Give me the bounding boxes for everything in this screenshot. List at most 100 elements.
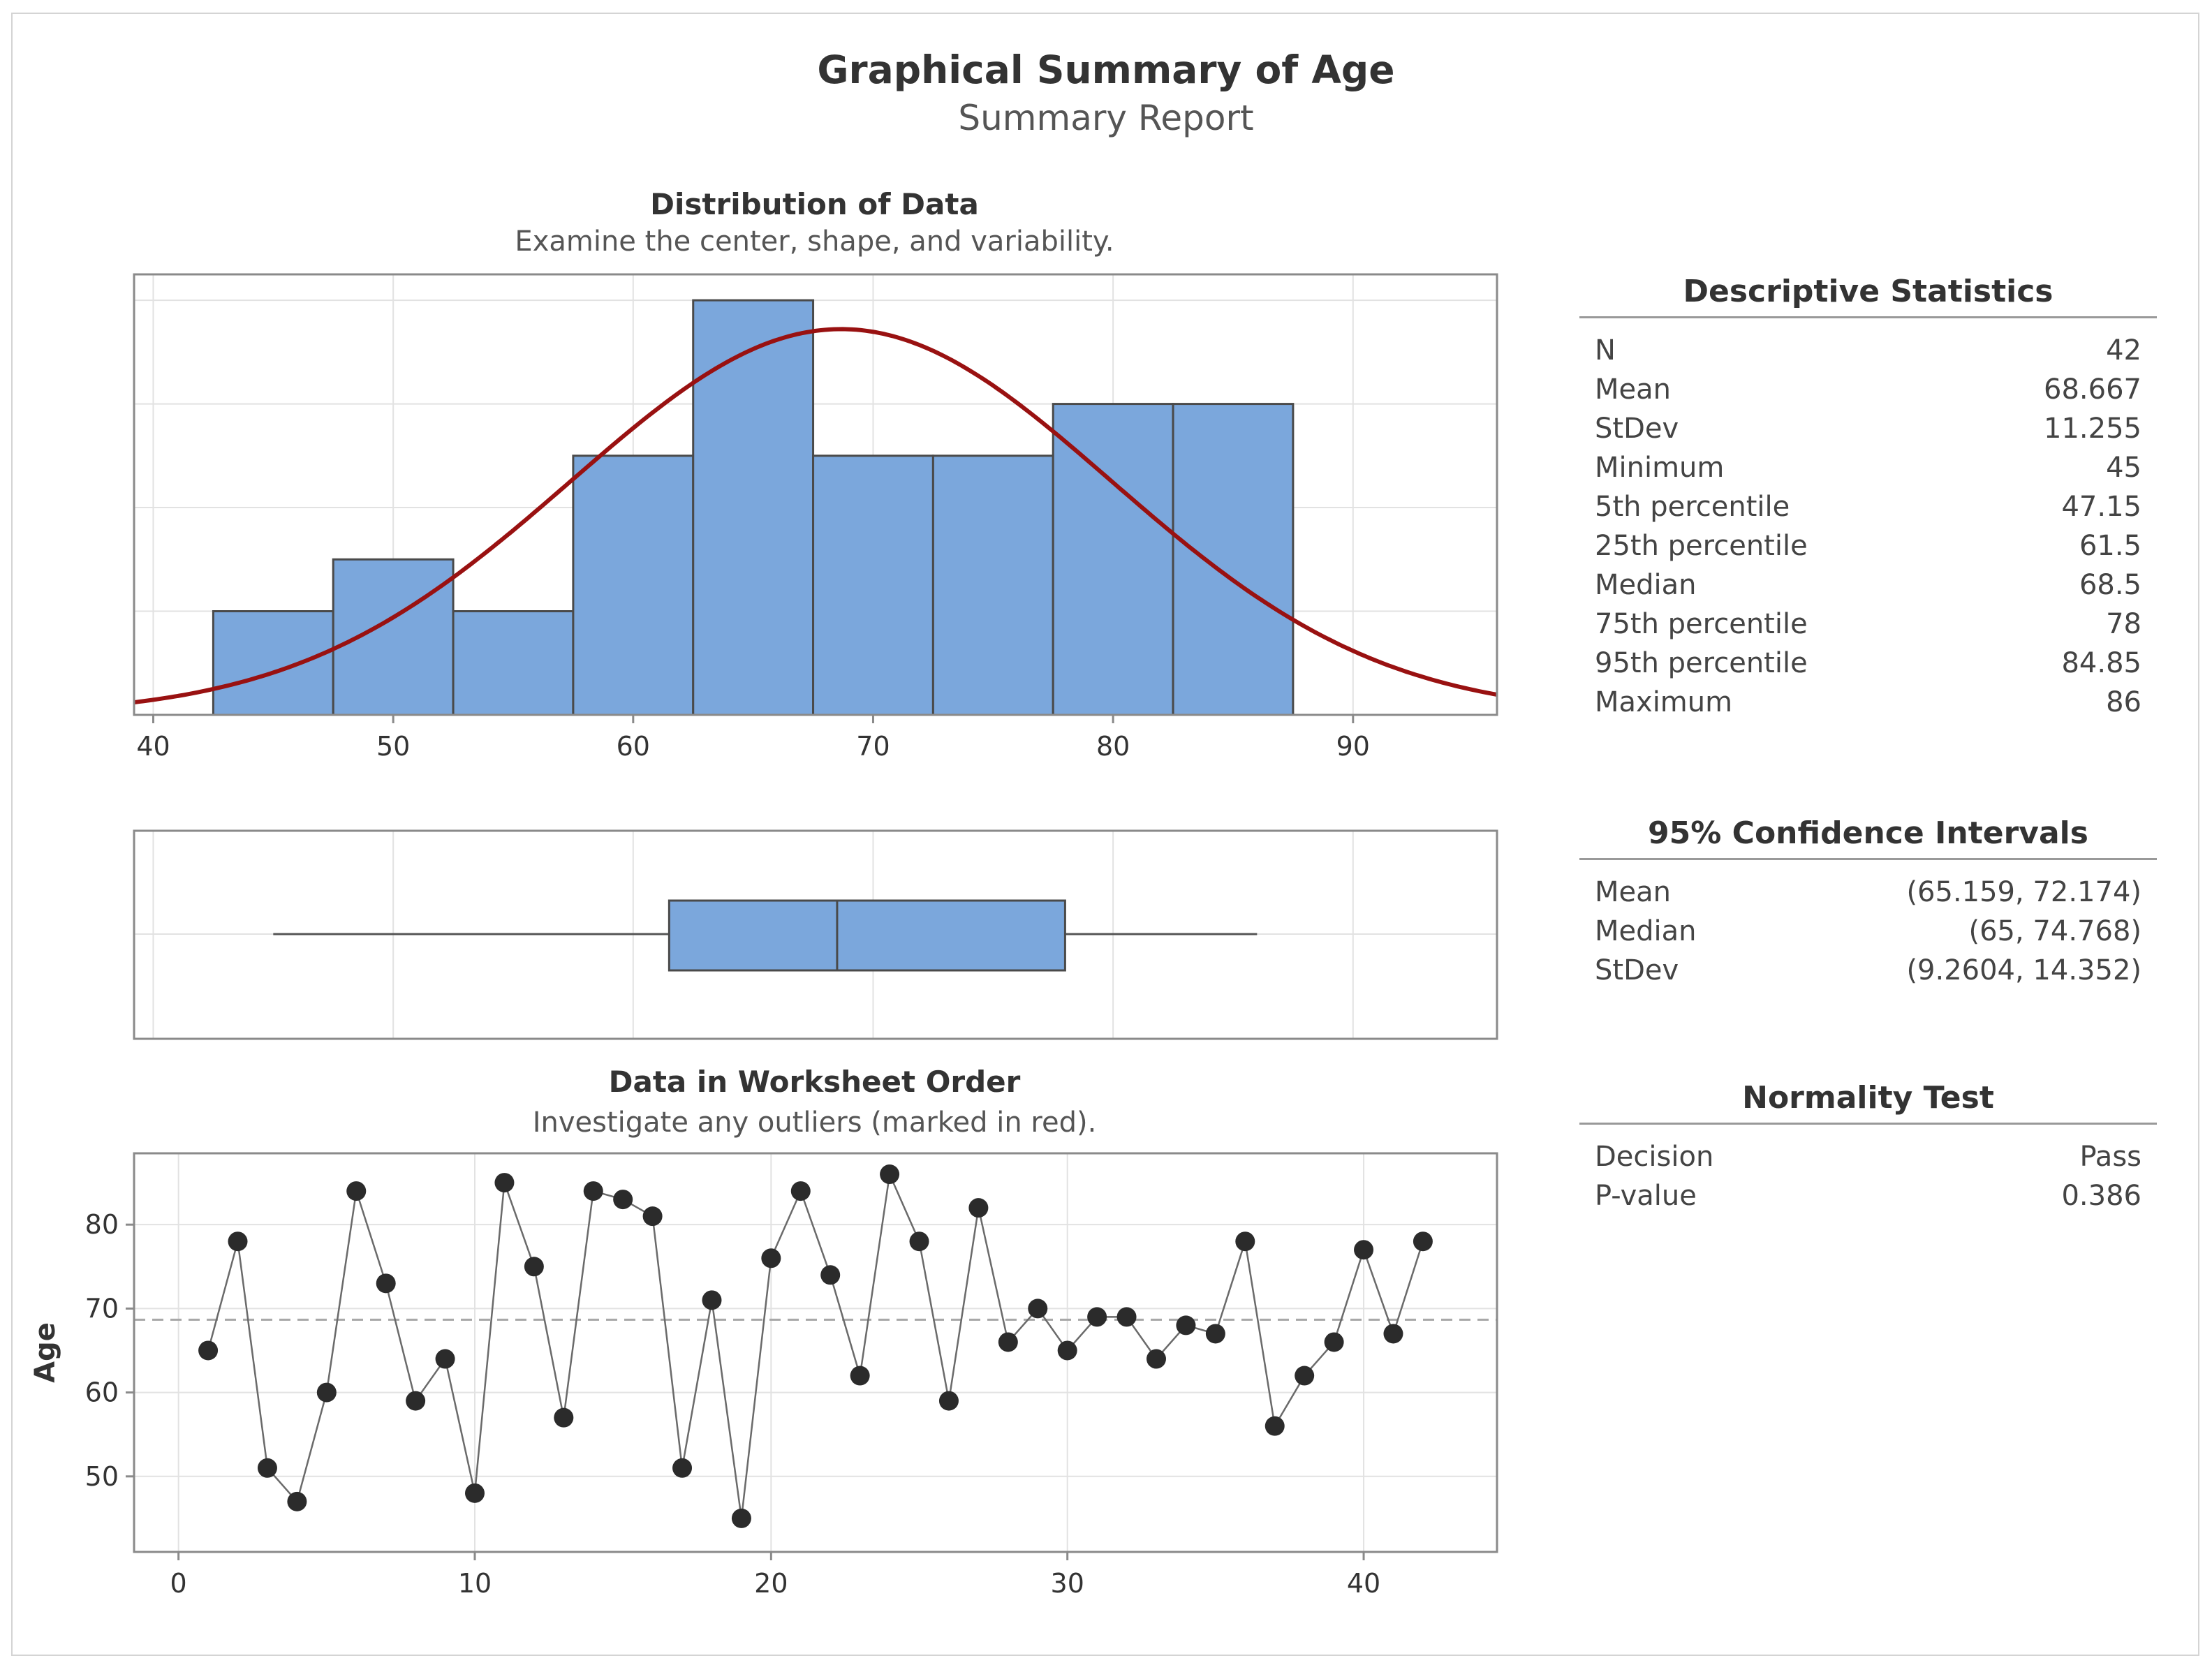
- descriptive-stat-label: N: [1595, 334, 1616, 367]
- descriptive-stat-value: 11.255: [2044, 413, 2141, 445]
- worksheet-data-point: [1028, 1299, 1048, 1319]
- descriptive-stat-value: 42: [2106, 334, 2141, 367]
- worksheet-x-tick-label: 30: [1051, 1568, 1084, 1599]
- histogram-x-tick-label: 70: [856, 731, 890, 762]
- worksheet-data-point: [376, 1273, 396, 1294]
- confidence-intervals-panel: 95% Confidence Intervals Mean (65.159, 72…: [1579, 815, 2157, 990]
- descriptive-stat-value: 78: [2106, 608, 2141, 640]
- normality-stat-value: 0.386: [2061, 1180, 2141, 1212]
- normality-stat-value: Pass: [2079, 1141, 2141, 1173]
- worksheet-y-tick-label: 70: [85, 1293, 119, 1324]
- descriptive-stat-row: StDev 11.255: [1579, 409, 2157, 448]
- confidence-interval-value: (65, 74.768): [1968, 915, 2142, 947]
- descriptive-stat-label: Mean: [1595, 373, 1671, 406]
- worksheet-data-point: [1057, 1340, 1077, 1361]
- normality-test-panel: Normality Test Decision Pass P-value 0.386: [1579, 1080, 2157, 1215]
- worksheet-data-point: [938, 1391, 959, 1411]
- worksheet-x-tick-label: 10: [458, 1568, 492, 1599]
- descriptive-stat-row: Minimum 45: [1579, 448, 2157, 487]
- descriptive-stat-label: Minimum: [1595, 452, 1725, 484]
- worksheet-data-point: [198, 1340, 219, 1361]
- worksheet-data-point: [524, 1257, 544, 1277]
- descriptive-stat-value: 47.15: [2061, 491, 2141, 523]
- worksheet-y-tick-label: 80: [85, 1209, 119, 1240]
- worksheet-data-point: [731, 1508, 751, 1528]
- normality-stat-row: Decision Pass: [1579, 1137, 2157, 1176]
- worksheet-data-point: [1413, 1231, 1433, 1252]
- worksheet-data-point: [494, 1173, 515, 1193]
- normal-fit-curve: [133, 327, 1498, 705]
- worksheet-data-point: [257, 1458, 277, 1478]
- distribution-subtitle: Examine the center, shape, and variabili…: [515, 225, 1114, 258]
- worksheet-y-tick-label: 50: [85, 1461, 119, 1492]
- worksheet-series-line: [207, 1171, 1424, 1519]
- histogram-frame: [133, 273, 1498, 716]
- worksheet-data-point: [1264, 1416, 1285, 1436]
- descriptive-stat-row: Mean 68.667: [1579, 370, 2157, 409]
- confidence-intervals-rows: Mean (65.159, 72.174) Median (65, 74.768) St…: [1579, 860, 2157, 990]
- worksheet-data-point: [346, 1181, 367, 1201]
- histogram-x-tick-label: 50: [376, 731, 410, 762]
- worksheet-x-tick-label: 0: [170, 1568, 187, 1599]
- confidence-interval-label: Mean: [1595, 876, 1671, 908]
- worksheet-data-point: [642, 1206, 663, 1227]
- histogram-bar: [572, 454, 695, 716]
- worksheet-x-tick-label: 40: [1347, 1568, 1380, 1599]
- worksheet-data-point: [1146, 1349, 1166, 1369]
- descriptive-stat-row: 25th percentile 61.5: [1579, 526, 2157, 565]
- worksheet-data-point: [1116, 1307, 1137, 1327]
- confidence-interval-row: Mean (65.159, 72.174): [1579, 873, 2157, 912]
- descriptive-stat-value: 45: [2106, 452, 2141, 484]
- confidence-interval-value: (9.2604, 14.352): [1906, 954, 2141, 986]
- worksheet-x-tick-label: 20: [754, 1568, 788, 1599]
- worksheet-data-point: [1324, 1332, 1344, 1352]
- descriptive-stat-value: 86: [2106, 686, 2141, 718]
- worksheet-title: Data in Worksheet Order: [608, 1065, 1021, 1099]
- descriptive-stat-label: Median: [1595, 569, 1697, 601]
- normality-stat-row: P-value 0.386: [1579, 1176, 2157, 1215]
- report-frame: [11, 13, 2199, 1656]
- worksheet-data-point: [790, 1181, 811, 1201]
- descriptive-stat-value: 84.85: [2061, 647, 2141, 679]
- descriptive-stat-row: 75th percentile 78: [1579, 605, 2157, 644]
- descriptive-stat-label: 95th percentile: [1595, 647, 1808, 679]
- worksheet-data-point: [1235, 1231, 1255, 1252]
- worksheet-data-point: [1087, 1307, 1107, 1327]
- worksheet-data-point: [465, 1483, 485, 1503]
- worksheet-data-point: [850, 1366, 870, 1386]
- descriptive-stat-row: Median 68.5: [1579, 565, 2157, 605]
- histogram-bar: [212, 610, 334, 716]
- boxplot-frame: [133, 829, 1498, 1040]
- descriptive-stat-value: 61.5: [2079, 530, 2141, 562]
- worksheet-data-point: [672, 1458, 693, 1478]
- worksheet-y-axis-label: Age: [29, 1322, 61, 1383]
- descriptive-stat-label: 25th percentile: [1595, 530, 1808, 562]
- descriptive-stat-row: N 42: [1579, 331, 2157, 370]
- confidence-interval-row: StDev (9.2604, 14.352): [1579, 951, 2157, 990]
- worksheet-data-point: [316, 1382, 337, 1403]
- confidence-interval-label: Median: [1595, 915, 1697, 947]
- worksheet-data-point: [998, 1332, 1018, 1352]
- confidence-interval-row: Median (65, 74.768): [1579, 912, 2157, 951]
- histogram-x-tick-label: 60: [617, 731, 650, 762]
- report-title: Graphical Summary of Age: [817, 47, 1395, 92]
- descriptive-stat-value: 68.5: [2079, 569, 2141, 601]
- histogram-bar: [1172, 403, 1295, 716]
- worksheet-data-point: [1205, 1324, 1225, 1344]
- worksheet-data-point: [702, 1290, 722, 1310]
- descriptive-stat-label: 5th percentile: [1595, 491, 1790, 523]
- worksheet-data-point: [968, 1198, 989, 1218]
- descriptive-statistics-panel: Descriptive Statistics N 42 Mean 68.667 StDe…: [1579, 274, 2157, 722]
- descriptive-stat-label: Maximum: [1595, 686, 1733, 718]
- worksheet-data-point: [1383, 1324, 1403, 1344]
- worksheet-data-point: [228, 1231, 248, 1252]
- report-subtitle: Summary Report: [958, 98, 1254, 138]
- confidence-intervals-title: 95% Confidence Intervals: [1579, 815, 2157, 860]
- descriptive-stat-label: 75th percentile: [1595, 608, 1808, 640]
- worksheet-subtitle: Investigate any outliers (marked in red)…: [532, 1107, 1097, 1139]
- worksheet-data-point: [1354, 1240, 1374, 1260]
- descriptive-stat-value: 68.667: [2044, 373, 2141, 406]
- normality-stat-label: Decision: [1595, 1141, 1714, 1173]
- worksheet-data-point: [1295, 1366, 1315, 1386]
- histogram-x-tick-label: 90: [1336, 731, 1370, 762]
